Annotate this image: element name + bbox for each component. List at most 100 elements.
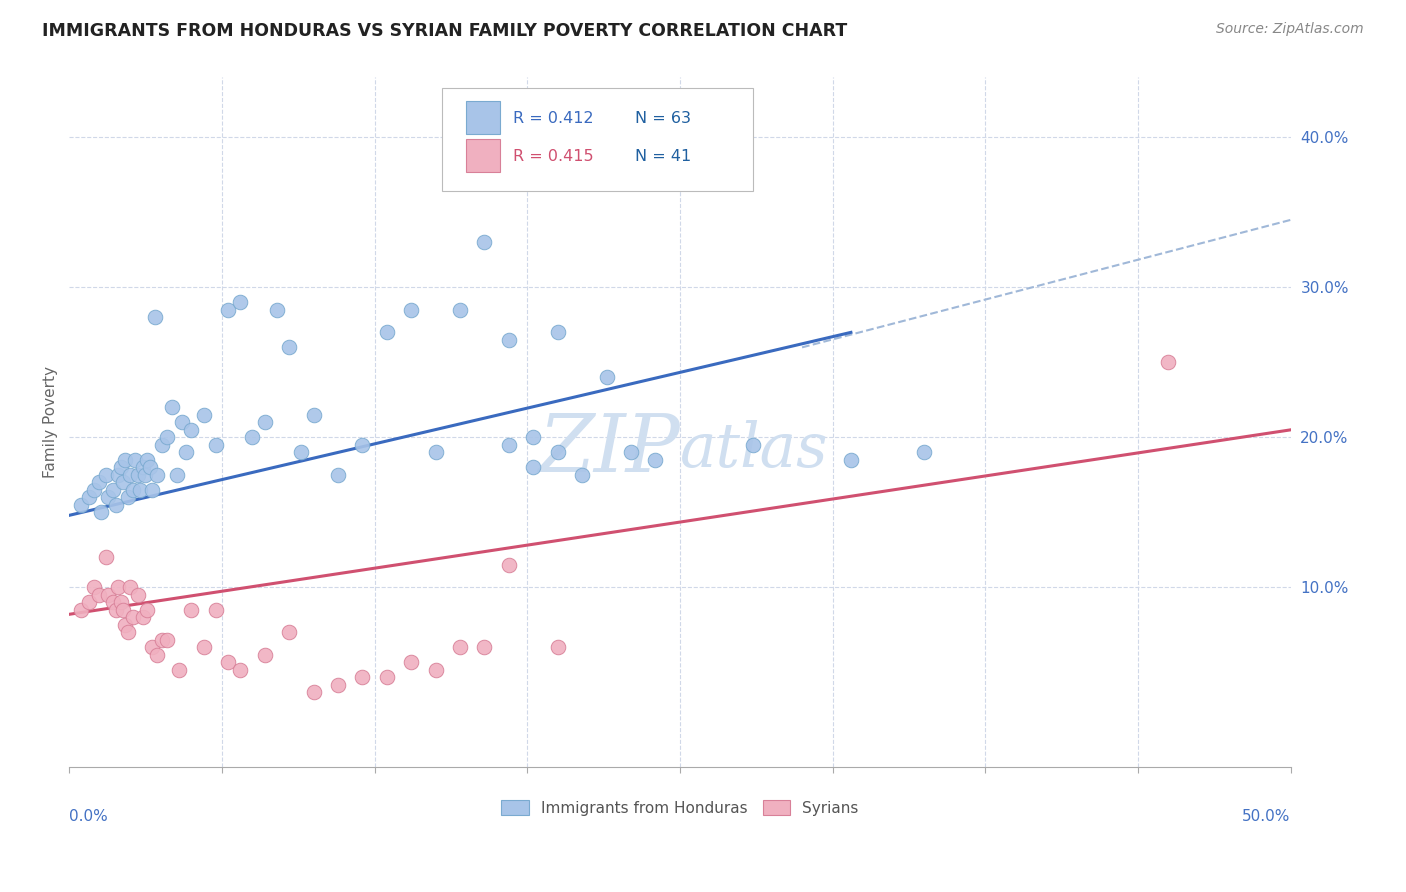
Text: R = 0.415: R = 0.415 bbox=[513, 149, 593, 164]
Point bbox=[217, 655, 239, 669]
Point bbox=[127, 588, 149, 602]
Point bbox=[121, 610, 143, 624]
Point bbox=[170, 415, 193, 429]
Point bbox=[620, 445, 643, 459]
Point bbox=[595, 370, 617, 384]
Point bbox=[571, 467, 593, 482]
FancyBboxPatch shape bbox=[467, 101, 501, 134]
Point bbox=[156, 632, 179, 647]
Point bbox=[160, 401, 183, 415]
Point bbox=[266, 302, 288, 317]
Point bbox=[425, 663, 447, 677]
Point bbox=[110, 595, 132, 609]
Point bbox=[110, 460, 132, 475]
Point bbox=[70, 603, 93, 617]
Point bbox=[120, 467, 142, 482]
Point bbox=[399, 302, 422, 317]
Text: 0.0%: 0.0% bbox=[69, 809, 108, 823]
Point bbox=[425, 445, 447, 459]
Point bbox=[97, 588, 120, 602]
Point bbox=[156, 430, 179, 444]
Point bbox=[87, 588, 110, 602]
Legend: Immigrants from Honduras, Syrians: Immigrants from Honduras, Syrians bbox=[495, 794, 865, 822]
Point bbox=[375, 326, 398, 340]
Point bbox=[290, 445, 312, 459]
Point bbox=[242, 430, 264, 444]
Point bbox=[143, 310, 166, 325]
Point bbox=[204, 438, 226, 452]
Point bbox=[302, 685, 325, 699]
Text: Source: ZipAtlas.com: Source: ZipAtlas.com bbox=[1216, 22, 1364, 37]
Point bbox=[117, 491, 139, 505]
FancyBboxPatch shape bbox=[441, 87, 754, 191]
Point bbox=[83, 580, 105, 594]
Text: IMMIGRANTS FROM HONDURAS VS SYRIAN FAMILY POVERTY CORRELATION CHART: IMMIGRANTS FROM HONDURAS VS SYRIAN FAMIL… bbox=[42, 22, 848, 40]
Point bbox=[839, 453, 862, 467]
Point bbox=[547, 445, 569, 459]
Point bbox=[474, 640, 496, 655]
Point bbox=[141, 483, 163, 497]
Point bbox=[150, 438, 173, 452]
Point bbox=[253, 415, 276, 429]
Point bbox=[104, 603, 127, 617]
Point bbox=[94, 550, 117, 565]
Point bbox=[278, 625, 301, 640]
Point bbox=[449, 640, 471, 655]
Point bbox=[498, 558, 520, 572]
Point bbox=[278, 340, 301, 354]
Point bbox=[180, 423, 202, 437]
Point bbox=[547, 326, 569, 340]
Point bbox=[352, 438, 374, 452]
Point bbox=[141, 640, 163, 655]
Point bbox=[103, 595, 125, 609]
FancyBboxPatch shape bbox=[467, 139, 501, 172]
Point bbox=[94, 467, 117, 482]
Point bbox=[90, 505, 112, 519]
Point bbox=[522, 460, 544, 475]
Text: atlas: atlas bbox=[681, 420, 828, 480]
Point bbox=[129, 483, 152, 497]
Point bbox=[114, 617, 136, 632]
Point bbox=[193, 408, 215, 422]
Point bbox=[77, 595, 100, 609]
Point bbox=[302, 408, 325, 422]
Point bbox=[498, 438, 520, 452]
Point bbox=[97, 491, 120, 505]
Point bbox=[107, 580, 129, 594]
Point bbox=[150, 632, 173, 647]
Point bbox=[474, 235, 496, 250]
Point bbox=[111, 603, 134, 617]
Point bbox=[146, 467, 169, 482]
Text: N = 63: N = 63 bbox=[634, 111, 690, 126]
Point bbox=[136, 453, 159, 467]
Point bbox=[352, 670, 374, 684]
Point bbox=[77, 491, 100, 505]
Point bbox=[498, 333, 520, 347]
Point bbox=[912, 445, 935, 459]
Point bbox=[131, 460, 153, 475]
Point bbox=[167, 663, 190, 677]
Point bbox=[204, 603, 226, 617]
Point bbox=[1157, 355, 1180, 369]
Point bbox=[103, 483, 125, 497]
Point bbox=[253, 648, 276, 662]
Point bbox=[136, 603, 159, 617]
Point bbox=[193, 640, 215, 655]
Point bbox=[449, 302, 471, 317]
Point bbox=[87, 475, 110, 490]
Point bbox=[120, 580, 142, 594]
Point bbox=[104, 498, 127, 512]
Point bbox=[111, 475, 134, 490]
Point bbox=[547, 640, 569, 655]
Point bbox=[375, 670, 398, 684]
Point bbox=[326, 467, 349, 482]
Point bbox=[131, 610, 153, 624]
Point bbox=[176, 445, 198, 459]
Point bbox=[229, 295, 252, 310]
Point bbox=[83, 483, 105, 497]
Point bbox=[166, 467, 188, 482]
Point bbox=[117, 625, 139, 640]
Point bbox=[107, 467, 129, 482]
Point bbox=[146, 648, 169, 662]
Point bbox=[522, 430, 544, 444]
